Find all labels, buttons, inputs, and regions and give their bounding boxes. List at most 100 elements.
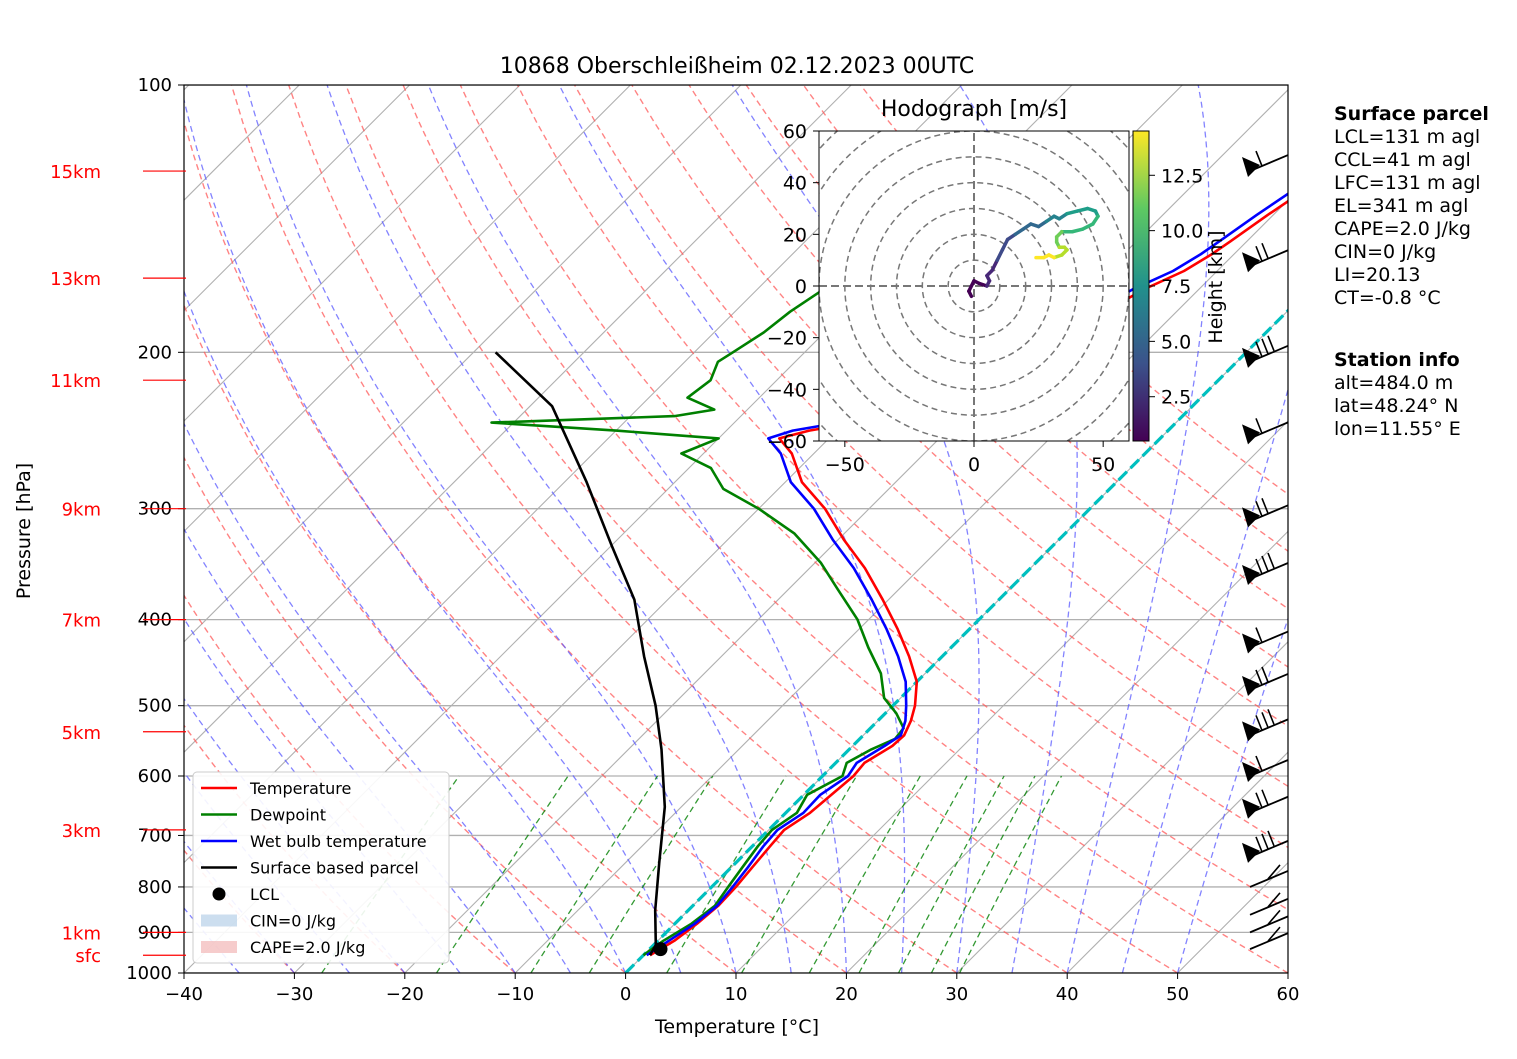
moist-adiabat: [184, 422, 571, 973]
wind-barb: [1242, 418, 1289, 445]
y-axis-label: Pressure [hPa]: [13, 463, 35, 599]
surface-parcel-line: LI=20.13: [1334, 264, 1421, 286]
dry-adiabat: [184, 456, 627, 973]
height-label: 3km: [62, 821, 101, 842]
x-tick-label: 60: [1277, 984, 1300, 1005]
x-tick-label: −10: [496, 984, 534, 1005]
moist-adiabat: [1066, 85, 1210, 973]
hodograph-title: Hodograph [m/s]: [881, 97, 1067, 122]
legend-label: CIN=0 J/kg: [250, 912, 336, 931]
dry-adiabat: [184, 724, 406, 973]
series-wet-bulb-temperature: [645, 192, 1288, 957]
zero-degree-isotherm: [624, 308, 1288, 973]
height-label: 13km: [50, 269, 101, 290]
x-tick-label: −20: [386, 984, 424, 1005]
isotherm-line: [735, 420, 1288, 973]
moist-adiabat: [959, 85, 1078, 973]
moist-adiabat: [245, 85, 737, 973]
colorbar-label: Height [km]: [1205, 230, 1227, 343]
mixing-ratio-line: [808, 775, 921, 973]
station-info-line: alt=484.0 m: [1334, 372, 1454, 394]
hodograph-y-tick-label: 20: [783, 224, 807, 246]
hodograph-segment: [967, 279, 976, 293]
y-tick-label: 200: [138, 342, 172, 363]
legend-label: Dewpoint: [250, 806, 326, 825]
height-label: 15km: [50, 162, 101, 183]
height-label: 1km: [62, 923, 101, 944]
dry-adiabat: [345, 85, 1178, 973]
height-label: 5km: [62, 723, 101, 744]
y-tick-label: 500: [138, 696, 172, 717]
height-label: 9km: [62, 500, 101, 521]
dry-adiabat: [573, 85, 1288, 788]
hodograph-segment: [1070, 227, 1085, 234]
x-tick-label: 50: [1166, 984, 1189, 1005]
moist-adiabat: [427, 85, 848, 973]
hodograph-rings: [819, 131, 1129, 441]
x-tick-label: 10: [725, 984, 748, 1005]
moist-adiabat: [184, 289, 627, 973]
hodograph-x-tick-label: 50: [1091, 454, 1115, 476]
dry-adiabat: [184, 303, 737, 973]
surface-parcel-panel: Surface parcel LCL=131 m agl CCL=41 m ag…: [1334, 103, 1489, 310]
station-info-panel: Station info alt=484.0 m lat=48.24° N lo…: [1334, 349, 1461, 441]
wind-barb: [1242, 627, 1289, 654]
moist-adiabat: [184, 97, 682, 973]
y-tick-label: 600: [138, 766, 172, 787]
colorbar: [1132, 130, 1150, 442]
mixing-ratio-line: [741, 775, 858, 973]
isotherm-line: [956, 641, 1288, 973]
hodograph-y-tick-label: −20: [767, 328, 807, 350]
x-tick-label: 30: [945, 984, 968, 1005]
moist-adiabat: [184, 527, 516, 973]
wind-barb: [1242, 789, 1289, 819]
dry-adiabat: [230, 85, 958, 973]
legend-label: CAPE=2.0 J/kg: [250, 938, 365, 957]
hodograph-y-tick-label: 60: [783, 121, 807, 143]
surface-parcel-heading: Surface parcel: [1334, 103, 1489, 125]
height-label: 7km: [62, 611, 101, 632]
surface-parcel-line: EL=341 m agl: [1334, 195, 1469, 217]
hodograph-y-tick-label: 0: [795, 276, 807, 298]
height-label: 11km: [50, 371, 101, 392]
mixing-ratio-line: [588, 775, 714, 973]
mixing-ratio-line: [858, 775, 968, 973]
wind-barb: [1242, 552, 1289, 585]
y-tick-label: 1000: [126, 963, 172, 984]
colorbar-tick-label: 5.0: [1161, 331, 1191, 353]
moist-adiabat: [1176, 616, 1288, 973]
surface-parcel-line: LFC=131 m agl: [1334, 172, 1481, 194]
legend: Temperature Dewpoint Wet bulb temperature S…: [192, 771, 450, 964]
isotherm-line: [1066, 751, 1288, 973]
legend-swatch: [201, 914, 237, 927]
station-info-heading: Station info: [1334, 349, 1460, 371]
colorbar-tick-label: 12.5: [1161, 165, 1203, 187]
wind-barb: [1242, 709, 1289, 742]
moist-adiabat: [1121, 387, 1288, 973]
mixing-ratio-line: [959, 775, 1063, 973]
y-tick-label: 800: [138, 877, 172, 898]
station-info-line: lat=48.24° N: [1334, 395, 1459, 417]
wind-barb: [1249, 926, 1289, 950]
series-dewpoint: [490, 163, 1043, 957]
mixing-ratio-line: [897, 775, 1005, 973]
surface-parcel-line: CAPE=2.0 J/kg: [1334, 218, 1471, 240]
station-info-line: lon=11.55° E: [1334, 418, 1461, 440]
dry-adiabat: [402, 85, 1288, 973]
moist-adiabat: [184, 907, 240, 973]
wind-barb: [1242, 335, 1289, 368]
wind-barb: [1242, 150, 1289, 178]
lcl-marker: [653, 942, 668, 957]
isotherm-line: [184, 85, 852, 753]
hodograph-segment: [1075, 206, 1090, 213]
y-tick-label: 700: [138, 825, 172, 846]
surface-parcel-line: CIN=0 J/kg: [1334, 241, 1437, 263]
mixing-ratio-line: [530, 775, 659, 973]
hodograph-segment: [1065, 209, 1080, 216]
colorbar-tick-label: 10.0: [1161, 221, 1203, 243]
isotherm-line: [184, 85, 742, 643]
wind-barb: [1249, 892, 1289, 916]
moist-adiabat: [326, 85, 792, 973]
